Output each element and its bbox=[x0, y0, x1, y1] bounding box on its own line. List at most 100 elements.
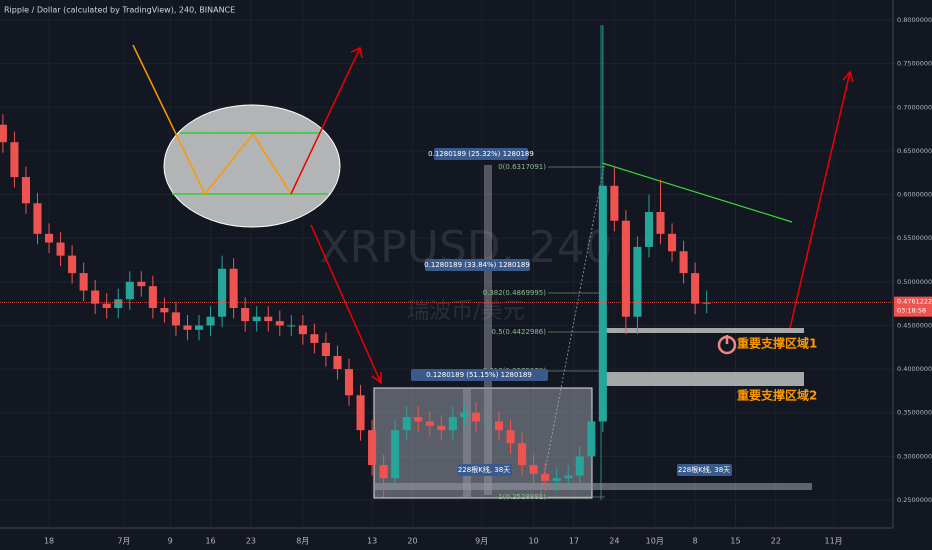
candle-body bbox=[229, 268, 238, 308]
y-tick-label: 0.4500000 bbox=[897, 321, 932, 329]
measure-box bbox=[425, 259, 530, 271]
measure-box bbox=[411, 369, 548, 381]
candle-body bbox=[0, 124, 7, 143]
range-label: 228根K线, 38天 bbox=[458, 465, 510, 474]
x-tick-label: 16 bbox=[205, 537, 215, 546]
arrow-head bbox=[371, 372, 382, 385]
candle-body bbox=[264, 316, 273, 322]
candle-body bbox=[518, 443, 527, 466]
fib-trend bbox=[539, 165, 605, 498]
candle-body bbox=[506, 430, 515, 444]
candle-body bbox=[483, 421, 492, 423]
watermark-sub: 瑞波币/美元 bbox=[407, 299, 524, 324]
candle-body bbox=[275, 321, 284, 326]
x-tick-label: 11月 bbox=[824, 537, 842, 546]
x-tick-label: 10月 bbox=[646, 537, 664, 546]
y-tick-label: 0.8000000 bbox=[897, 16, 932, 24]
candle-body bbox=[333, 356, 342, 370]
candle-body bbox=[437, 425, 446, 431]
x-tick-label: 20 bbox=[407, 537, 417, 546]
price-tag-label: 0.4761222 bbox=[897, 298, 932, 306]
measure-box bbox=[434, 148, 528, 160]
arrow-head bbox=[350, 46, 363, 59]
x-tick-label: 22 bbox=[771, 537, 781, 546]
candle-body bbox=[171, 312, 180, 326]
chart-title: Ripple / Dollar (calculated by TradingVi… bbox=[4, 6, 235, 15]
y-tick-label: 0.5000000 bbox=[897, 278, 932, 286]
grid bbox=[0, 0, 893, 528]
y-tick-label: 0.3000000 bbox=[897, 452, 932, 460]
y-tick-label: 0.3500000 bbox=[897, 409, 932, 417]
candle-body bbox=[494, 421, 504, 431]
candle-body bbox=[564, 475, 573, 479]
measure-bar bbox=[463, 388, 471, 498]
support-zone bbox=[601, 372, 804, 386]
fib-label: 0(0.6317091) bbox=[498, 163, 546, 171]
candle-body bbox=[679, 251, 688, 274]
candle-body bbox=[344, 369, 354, 396]
candle-body bbox=[587, 421, 596, 457]
candle-body bbox=[148, 286, 157, 308]
candle-body bbox=[460, 412, 469, 418]
x-tick-label: 24 bbox=[609, 537, 619, 546]
candle-body bbox=[79, 273, 88, 291]
arrow-head bbox=[842, 70, 854, 83]
arrow bbox=[290, 47, 361, 195]
axes: 0.2500000 0.3000000 0.3500000 0.4000000 0.45… bbox=[44, 16, 932, 546]
x-tick-label: 9 bbox=[168, 537, 173, 546]
candle-body bbox=[691, 273, 700, 304]
fib-label: 0.5(0.4422986) bbox=[492, 328, 547, 336]
candle-body bbox=[321, 342, 330, 356]
candle-body bbox=[368, 430, 377, 466]
candle-body bbox=[471, 412, 480, 422]
measure-label: 0.1280189 (51.15%) 1280189 bbox=[426, 371, 532, 379]
range-label: 228根K线, 38天 bbox=[678, 465, 730, 474]
candle-body bbox=[252, 316, 261, 322]
x-tick-label: 18 bbox=[44, 537, 54, 546]
candle-body bbox=[402, 417, 411, 431]
y-tick-label: 0.6500000 bbox=[897, 147, 932, 155]
measure-label: 0.1280189 (33.84%) 1280189 bbox=[424, 261, 530, 269]
candle-body bbox=[91, 290, 100, 304]
candle-body bbox=[183, 325, 192, 330]
range-box-label bbox=[457, 464, 512, 476]
x-tick-label: 8月 bbox=[296, 537, 309, 546]
candle-body bbox=[391, 430, 400, 479]
candle-body bbox=[529, 465, 538, 474]
arrow bbox=[310, 224, 382, 384]
candle-body bbox=[102, 303, 111, 308]
candle-body bbox=[10, 142, 19, 178]
range-band bbox=[374, 483, 812, 490]
candle-body bbox=[194, 325, 204, 330]
candle-body bbox=[598, 185, 607, 422]
candle-body bbox=[356, 395, 365, 431]
candle-body bbox=[21, 177, 30, 204]
y-tick-label: 0.2500000 bbox=[897, 496, 932, 504]
measure-bar bbox=[484, 165, 492, 495]
ellipse bbox=[163, 104, 341, 228]
candle-body bbox=[114, 299, 123, 308]
candle-body bbox=[310, 334, 319, 343]
zone-label: 重要支撑区域1 bbox=[737, 336, 817, 351]
candle-body bbox=[241, 308, 250, 322]
y-tick-label: 0.6000000 bbox=[897, 191, 932, 199]
zone-label: 重要支撑区域2 bbox=[737, 388, 817, 403]
x-tick-label: 23 bbox=[246, 537, 256, 546]
candle-body bbox=[575, 456, 584, 476]
candle-body bbox=[68, 255, 77, 274]
candle-body bbox=[610, 185, 619, 221]
fib-label: 0.382(0.4869995) bbox=[483, 289, 547, 297]
candles bbox=[0, 25, 711, 498]
x-tick-label: 17 bbox=[569, 537, 579, 546]
candle-body bbox=[44, 233, 54, 243]
price-axis bbox=[893, 0, 932, 550]
candle-body bbox=[56, 242, 65, 256]
y-tick-label: 0.5500000 bbox=[897, 234, 932, 242]
y-tick-label: 0.7000000 bbox=[897, 103, 932, 111]
x-tick-label: 10 bbox=[529, 537, 539, 546]
candle-body bbox=[160, 308, 169, 313]
y-tick-label: 0.7500000 bbox=[897, 60, 932, 68]
range-box-label bbox=[677, 464, 732, 476]
countdown: 03:18:58 bbox=[897, 307, 926, 315]
